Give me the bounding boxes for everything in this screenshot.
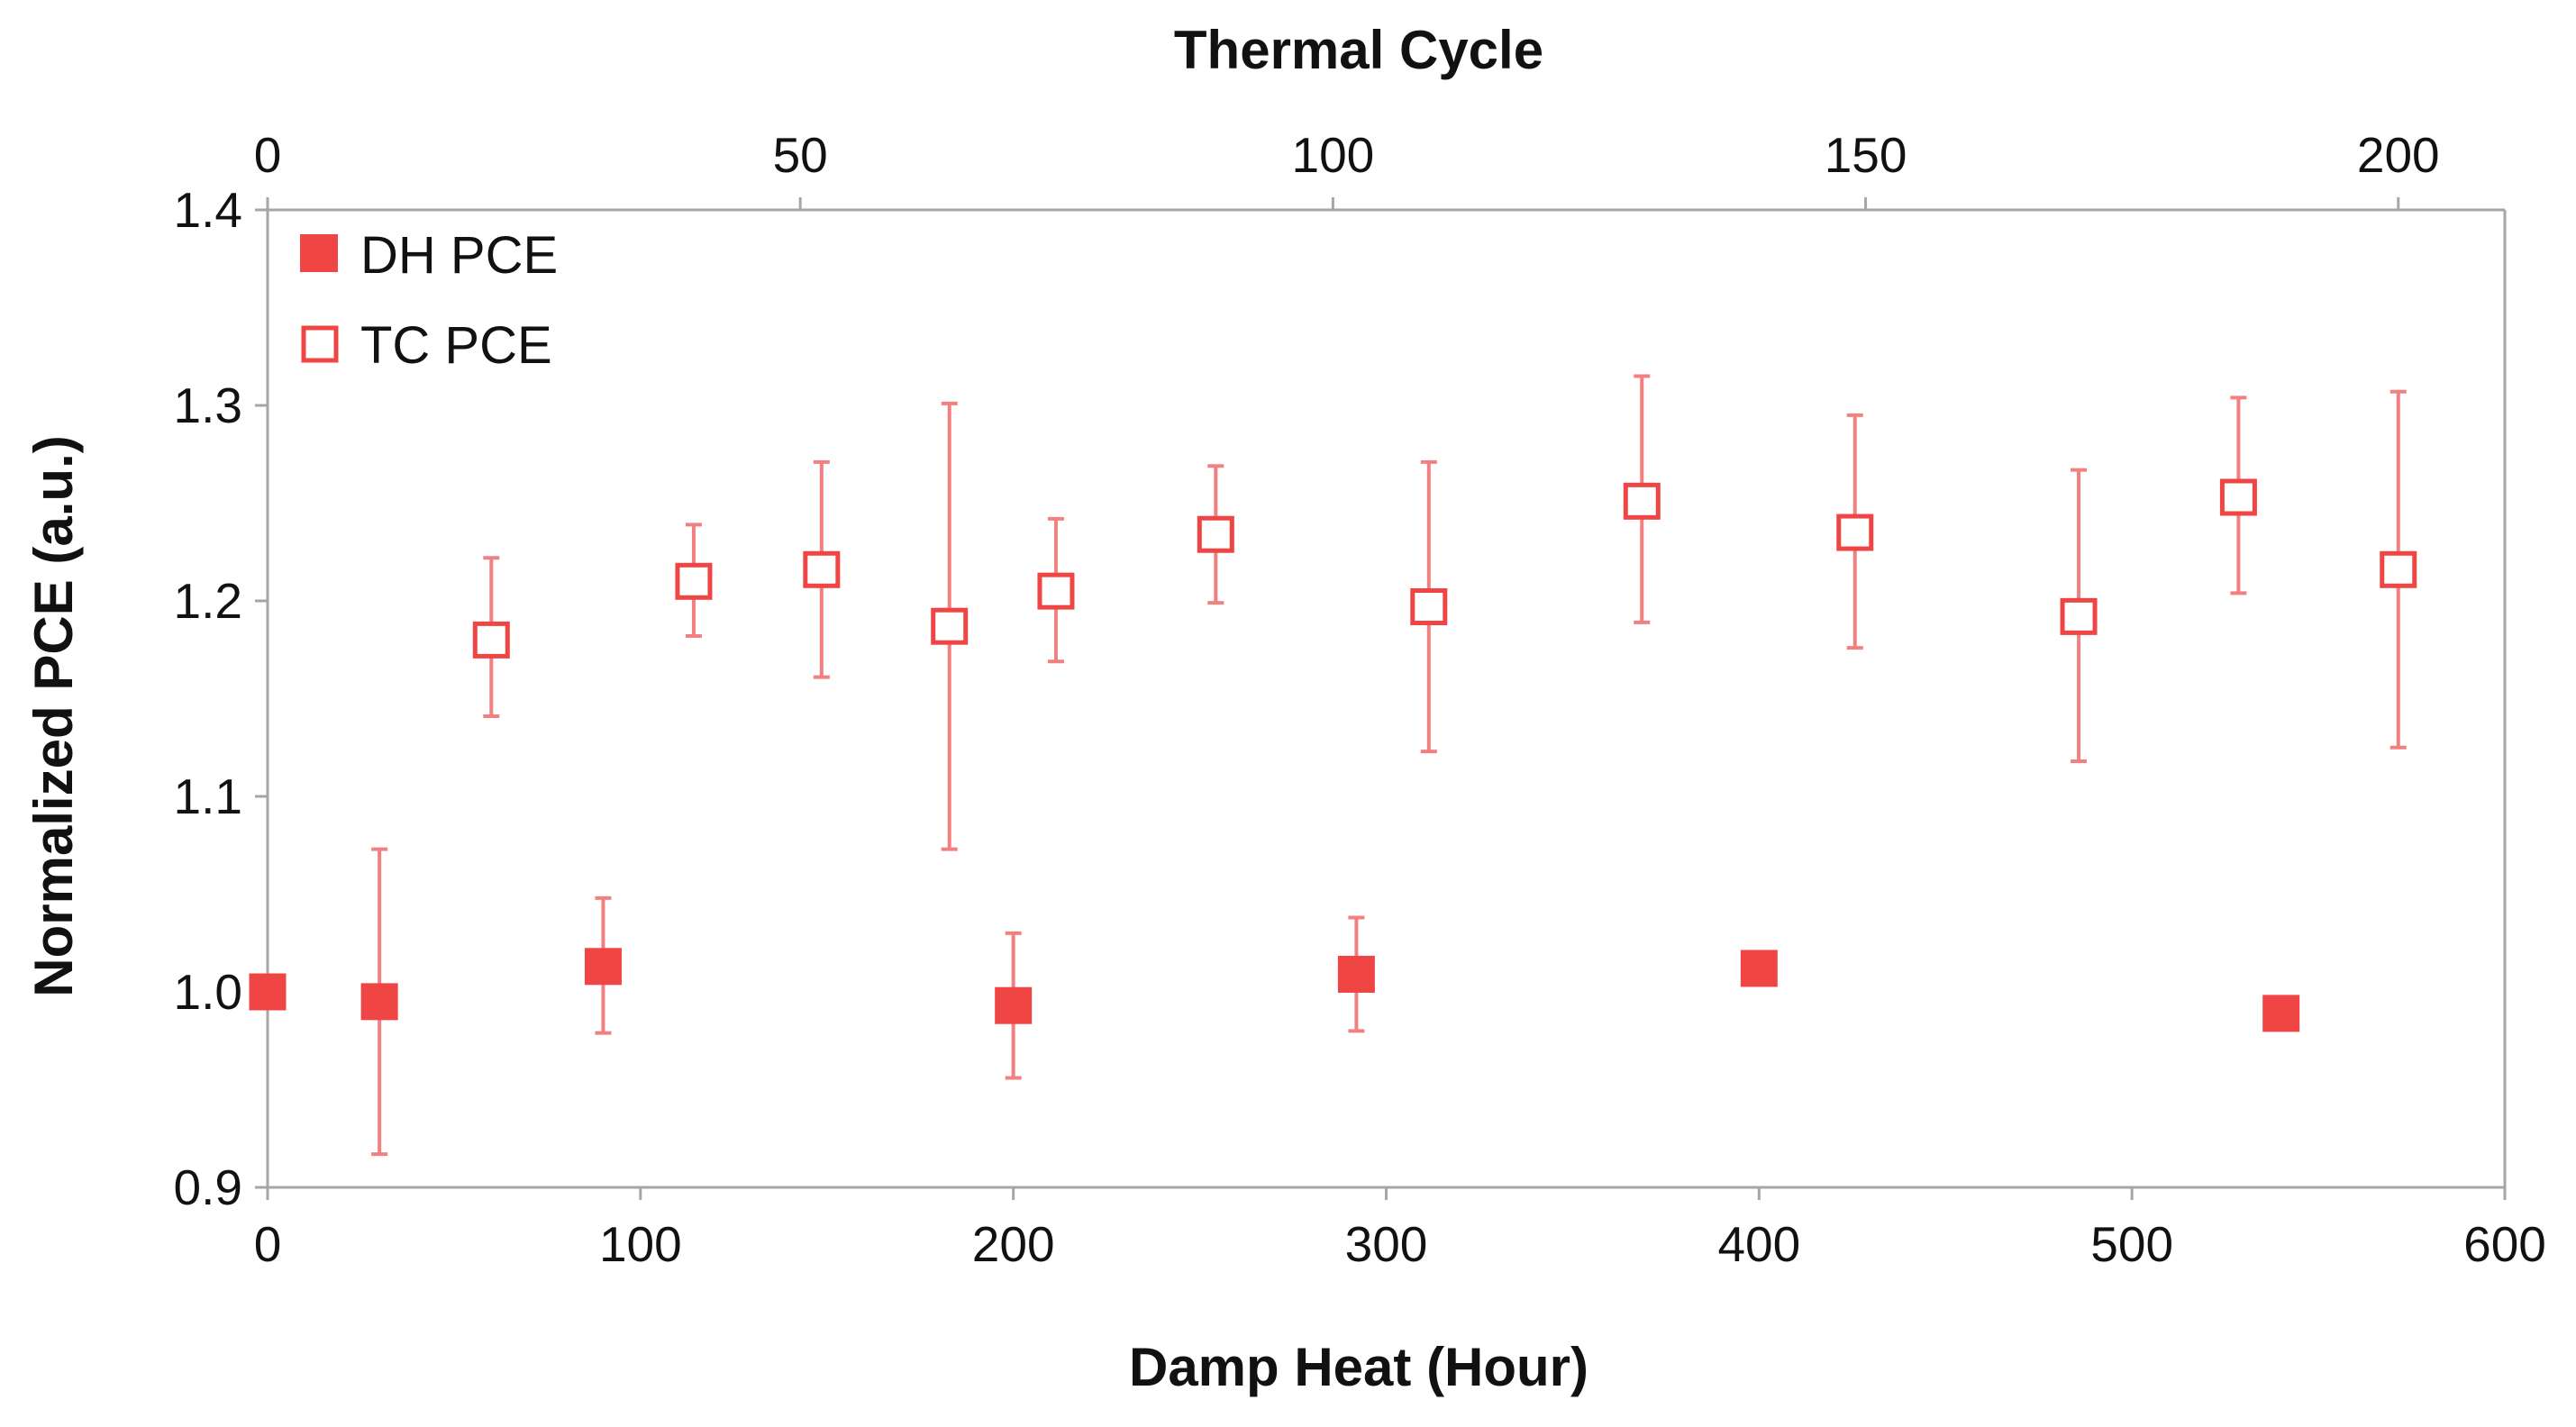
data-point-tc-pce: [472, 621, 510, 659]
legend-marker-dh-pce: [300, 234, 338, 272]
data-point-dh-pce: [584, 948, 622, 986]
error-bars: [371, 374, 2407, 1157]
data-markers: [249, 478, 2417, 1032]
data-point-dh-pce: [2262, 995, 2300, 1032]
x-tick-label: 200: [972, 1216, 1055, 1272]
x-tick-label: 600: [2463, 1216, 2546, 1272]
data-point-dh-pce: [1740, 950, 1778, 987]
x-tick-label: 300: [1345, 1216, 1428, 1272]
legend-label-dh-pce: DH PCE: [360, 226, 558, 285]
x-tick-label: 100: [599, 1216, 682, 1272]
x2-axis-title: Thermal Cycle: [1174, 20, 1543, 80]
legend-label-tc-pce: TC PCE: [360, 316, 552, 375]
y-tick-label: 1.4: [174, 182, 242, 238]
x-axis-title: Damp Heat (Hour): [1129, 1337, 1588, 1397]
data-point-tc-pce: [931, 607, 969, 645]
data-point-dh-pce: [360, 983, 398, 1021]
data-point-tc-pce: [803, 550, 841, 588]
x2-tick-label: 100: [1291, 127, 1374, 183]
y-tick-label: 1.1: [174, 768, 242, 824]
x2-tick-label: 200: [2357, 127, 2440, 183]
y-tick-label: 0.9: [174, 1159, 242, 1215]
data-point-tc-pce: [2380, 550, 2417, 588]
data-point-tc-pce: [2219, 478, 2257, 516]
data-point-tc-pce: [1836, 514, 1874, 551]
x-tick-label: 400: [1717, 1216, 1800, 1272]
data-point-tc-pce: [2060, 597, 2098, 635]
x-tick-label: 0: [254, 1216, 282, 1272]
y-tick-label: 1.3: [174, 377, 242, 433]
x2-tick-label: 0: [254, 127, 282, 183]
data-point-dh-pce: [1337, 955, 1375, 993]
data-point-tc-pce: [675, 562, 713, 600]
plot-frame: [266, 208, 2507, 1189]
x-tick-label: 500: [2090, 1216, 2173, 1272]
axis-tick-labels: 0 100 200 300 400 500 600 0 50 100 150 200 0.9 1.0 1.1…: [174, 127, 2546, 1272]
axis-ticks: [255, 197, 2507, 1200]
y-tick-label: 1.2: [174, 573, 242, 629]
data-point-tc-pce: [1197, 515, 1234, 553]
y-axis-title: Normalized PCE (a.u.): [23, 435, 84, 996]
legend-marker-tc-pce: [301, 325, 339, 363]
y-tick-label: 1.0: [174, 964, 242, 1020]
legend: DH PCE TC PCE: [300, 226, 558, 375]
data-point-dh-pce: [249, 973, 287, 1011]
data-point-tc-pce: [1037, 572, 1075, 610]
data-point-dh-pce: [995, 986, 1033, 1024]
data-point-tc-pce: [1623, 482, 1661, 520]
x2-tick-label: 50: [773, 127, 828, 183]
data-point-tc-pce: [1410, 588, 1448, 626]
x2-tick-label: 150: [1825, 127, 1907, 183]
